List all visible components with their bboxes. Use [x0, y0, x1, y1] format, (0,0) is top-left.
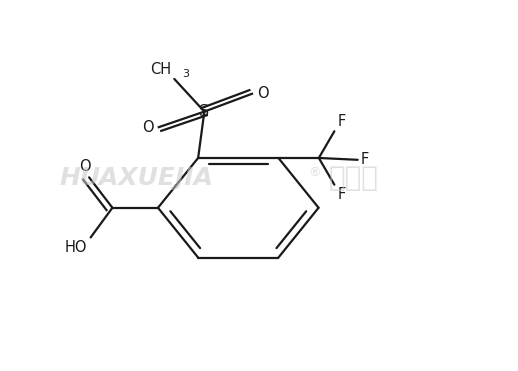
Text: O: O [79, 160, 91, 174]
Text: O: O [142, 121, 154, 135]
Text: HUAXUEJIA: HUAXUEJIA [60, 166, 213, 190]
Text: S: S [199, 104, 209, 119]
Text: CH: CH [151, 62, 172, 77]
Text: F: F [361, 152, 369, 167]
Text: O: O [257, 86, 269, 101]
Text: F: F [338, 187, 346, 202]
Text: HO: HO [65, 240, 88, 255]
Text: F: F [338, 114, 346, 129]
Text: ®: ® [308, 166, 321, 179]
Text: 3: 3 [182, 69, 189, 79]
Text: 化学加: 化学加 [329, 164, 379, 192]
